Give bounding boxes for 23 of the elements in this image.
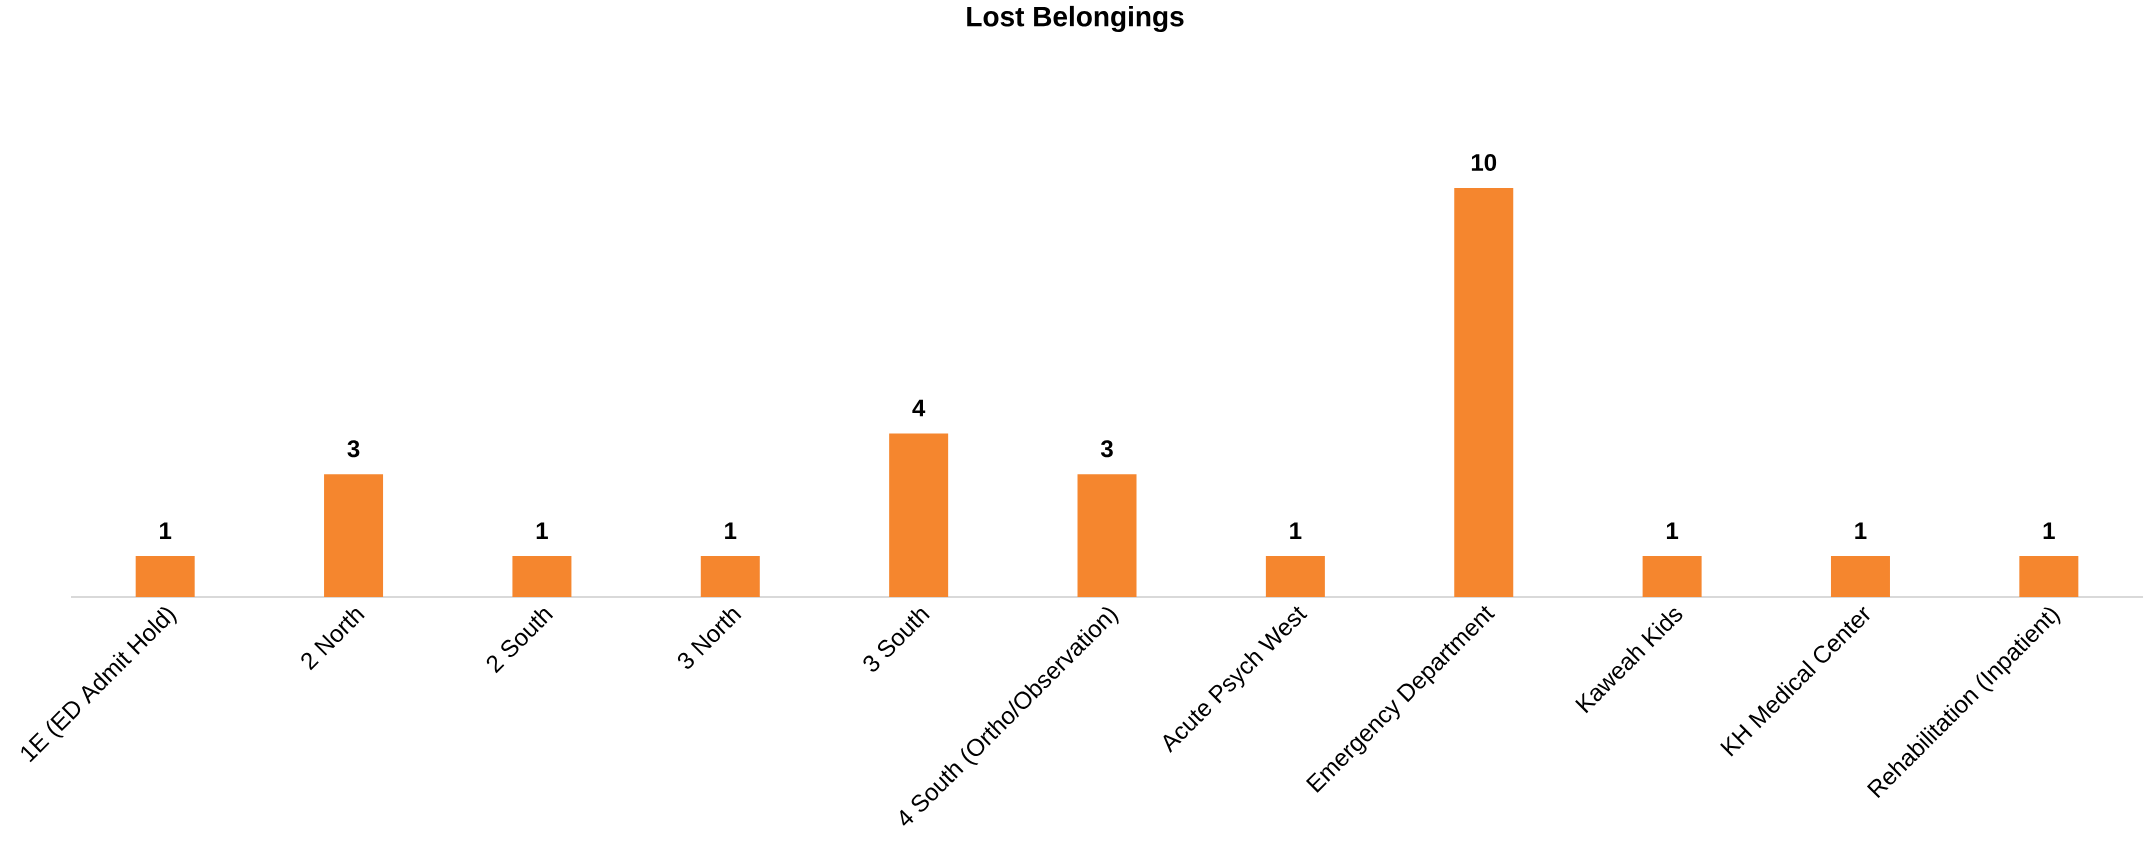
bar bbox=[2019, 556, 2079, 597]
bar bbox=[1265, 556, 1325, 597]
bar bbox=[324, 474, 384, 597]
data-label: 1 bbox=[1290, 522, 1302, 540]
bar bbox=[1077, 474, 1137, 597]
bar bbox=[135, 556, 195, 597]
bar bbox=[512, 556, 572, 597]
bar bbox=[1642, 556, 1702, 597]
data-label: 3 bbox=[1100, 440, 1113, 458]
data-label: 1 bbox=[1666, 522, 1679, 540]
data-label: 1 bbox=[2043, 522, 2055, 540]
bar bbox=[1830, 556, 1890, 597]
bar bbox=[700, 556, 760, 597]
data-label: 1 bbox=[1855, 522, 1867, 540]
bar bbox=[889, 433, 949, 597]
chart-title: Lost Belongings bbox=[967, 5, 1184, 33]
data-label: 1 bbox=[725, 522, 737, 540]
data-label: 3 bbox=[347, 440, 360, 458]
data-label: 1 bbox=[160, 522, 172, 540]
data-label: 10 bbox=[1471, 153, 1497, 171]
data-label: 1 bbox=[536, 522, 548, 540]
data-label: 4 bbox=[912, 399, 926, 417]
bar bbox=[1454, 188, 1514, 597]
